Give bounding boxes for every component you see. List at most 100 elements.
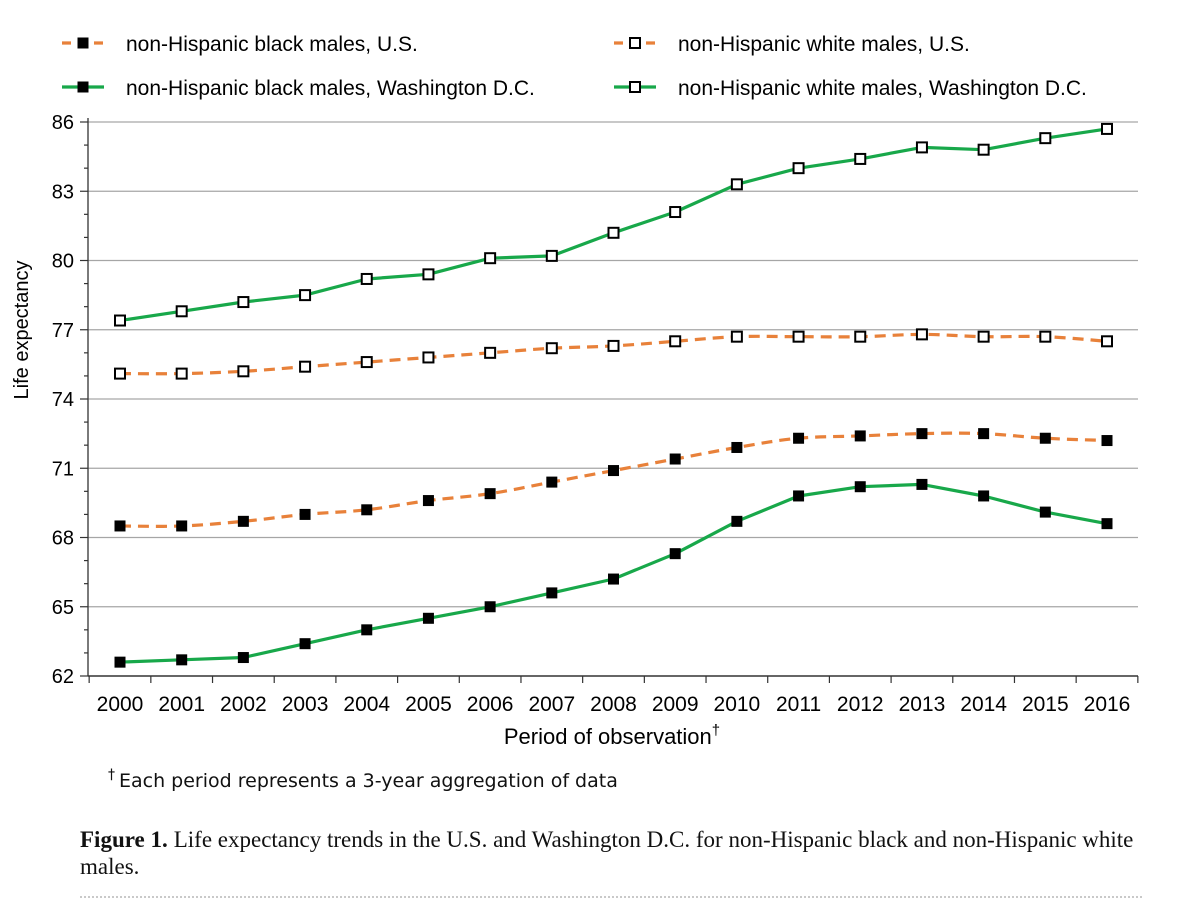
figure-caption: Figure 1. Life expectancy trends in the U…	[80, 826, 1140, 880]
series-4	[114, 122, 1113, 327]
data-point	[1039, 506, 1051, 518]
x-tick-label: 2015	[1022, 693, 1069, 716]
data-point	[114, 314, 126, 327]
y-axis: 62 65 68 71 74 77 80 83 86	[52, 112, 89, 688]
data-point	[854, 430, 866, 442]
data-point	[793, 432, 805, 444]
x-axis-title-dagger: †	[712, 722, 720, 739]
data-point	[607, 339, 620, 352]
data-point	[669, 453, 681, 465]
data-point	[978, 490, 990, 502]
data-point	[854, 152, 867, 165]
x-tick-label: 2009	[652, 693, 699, 716]
legend-item-2: non-Hispanic white males, U.S.	[614, 33, 970, 56]
legend-marker	[77, 37, 89, 49]
x-axis-title: Period of observation†	[504, 722, 720, 749]
bottom-divider	[80, 896, 1142, 898]
data-point	[669, 206, 682, 219]
y-tick-label: 86	[52, 112, 74, 134]
data-point	[175, 305, 188, 318]
footnote-text: Each period represents a 3-year aggregat…	[119, 770, 618, 792]
y-tick-label: 77	[52, 320, 74, 342]
x-tick-label: 2007	[528, 693, 575, 716]
data-point	[978, 428, 990, 440]
x-tick-label: 2004	[343, 693, 390, 716]
y-axis-title: Life expectancy	[11, 261, 33, 400]
data-point	[792, 162, 805, 175]
data-point	[422, 268, 435, 281]
x-tick-label: 2000	[97, 693, 144, 716]
data-point	[237, 296, 250, 309]
data-point	[299, 289, 312, 302]
y-tick-label: 65	[52, 597, 74, 619]
series-1	[114, 428, 1113, 532]
data-point	[484, 601, 496, 613]
legend-label: non-Hispanic black males, Washington D.C…	[126, 77, 535, 100]
data-point	[793, 490, 805, 502]
data-point	[299, 360, 312, 373]
figure-label: Figure 1.	[80, 827, 168, 852]
data-point	[916, 428, 928, 440]
x-axis-title-text: Period of observation	[504, 724, 712, 749]
data-point	[1039, 132, 1052, 145]
data-point	[977, 143, 990, 156]
data-point	[792, 330, 805, 343]
x-tick-label: 2011	[776, 693, 821, 716]
y-tick-label: 71	[52, 458, 74, 480]
data-point	[608, 465, 619, 477]
series-2	[114, 328, 1113, 380]
data-point	[176, 654, 188, 666]
data-point	[916, 478, 928, 490]
x-tick-label: 2001	[158, 693, 205, 716]
data-point	[915, 141, 928, 154]
data-point	[546, 587, 558, 599]
legend-marker	[77, 81, 89, 93]
data-point	[237, 652, 249, 664]
legend-item-3: non-Hispanic black males, Washington D.C…	[62, 77, 535, 100]
data-point	[731, 515, 743, 527]
data-point	[361, 624, 373, 636]
x-tick-label: 2014	[960, 693, 1007, 716]
data-point	[237, 515, 249, 527]
legend-marker	[629, 37, 641, 49]
figure-caption-text: Life expectancy trends in the U.S. and W…	[80, 827, 1134, 879]
series-layer	[114, 122, 1113, 668]
data-point	[730, 330, 743, 343]
x-tick-label: 2016	[1084, 693, 1131, 716]
data-point	[1039, 432, 1051, 444]
data-point	[114, 367, 126, 380]
line-chart: non-Hispanic black males, U.S. non-Hispan…	[11, 33, 1139, 749]
x-tick-label: 2013	[899, 693, 946, 716]
data-point	[360, 356, 373, 369]
legend-marker	[629, 81, 641, 93]
data-point	[484, 346, 497, 359]
data-point	[422, 495, 434, 507]
data-point	[114, 520, 126, 532]
legend-label: non-Hispanic black males, U.S.	[126, 33, 418, 56]
footnote-dagger: †	[108, 767, 115, 783]
data-point	[730, 178, 743, 191]
data-point	[1101, 435, 1113, 447]
data-point	[1101, 518, 1113, 530]
data-point	[237, 365, 250, 378]
legend-item-4: non-Hispanic white males, Washington D.C…	[614, 77, 1087, 100]
data-point	[114, 656, 126, 668]
data-point	[1039, 330, 1052, 343]
x-tick-label: 2006	[467, 693, 514, 716]
data-point	[484, 488, 496, 500]
y-tick-label: 83	[52, 181, 74, 203]
data-point	[1101, 122, 1113, 135]
data-point	[175, 367, 188, 380]
series-line	[119, 431, 1108, 528]
data-point	[731, 441, 743, 453]
data-point	[299, 638, 311, 650]
y-tick-label: 62	[52, 666, 74, 688]
data-point	[669, 548, 681, 560]
legend-label: non-Hispanic white males, U.S.	[678, 33, 970, 56]
data-point	[176, 520, 188, 532]
x-tick-label: 2002	[220, 693, 267, 716]
data-point	[360, 272, 373, 285]
data-point	[1101, 335, 1113, 348]
data-point	[484, 252, 497, 265]
series-line	[119, 482, 1108, 664]
